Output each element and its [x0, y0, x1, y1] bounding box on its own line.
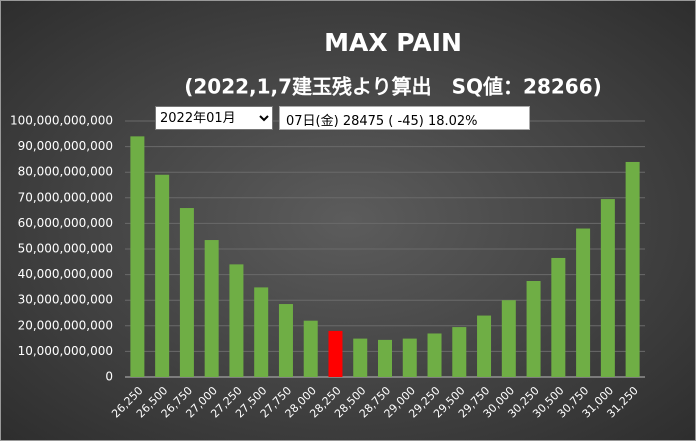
y-tick-label: 0 [105, 370, 113, 384]
bar [254, 287, 269, 377]
chart-title: MAX PAIN [324, 28, 462, 57]
bar [204, 240, 219, 377]
bar [427, 333, 442, 377]
bar [452, 327, 467, 377]
y-tick-label: 50,000,000,000 [18, 242, 113, 256]
bar [378, 339, 392, 377]
bar [278, 304, 293, 377]
bar [402, 338, 417, 377]
bar [155, 174, 170, 377]
y-tick-label: 70,000,000,000 [18, 190, 113, 204]
bar [179, 208, 194, 377]
bar [526, 281, 541, 377]
y-tick-label: 20,000,000,000 [18, 318, 113, 332]
bar [501, 300, 516, 377]
bar [576, 228, 591, 377]
y-tick-label: 40,000,000,000 [18, 267, 113, 281]
y-tick-label: 30,000,000,000 [18, 293, 113, 307]
bar [600, 199, 615, 377]
bar [551, 257, 566, 377]
y-tick-label: 60,000,000,000 [18, 216, 113, 230]
y-tick-label: 10,000,000,000 [18, 344, 113, 358]
month-select[interactable]: 2022年01月 [155, 106, 273, 130]
y-tick-label: 80,000,000,000 [18, 165, 113, 179]
bar [303, 320, 318, 377]
chart-subtitle: (2022,1,7建玉残より算出 SQ値：28266) [184, 75, 602, 99]
bar [477, 315, 492, 377]
bar [328, 330, 343, 377]
info-box: 07日(金) 28475 ( -45) 18.02% [279, 106, 530, 130]
bar [625, 161, 640, 377]
y-tick-label: 100,000,000,000 [10, 114, 113, 128]
bar [229, 264, 244, 377]
y-tick-label: 90,000,000,000 [18, 139, 113, 153]
bar [353, 338, 368, 377]
bar [130, 136, 145, 377]
